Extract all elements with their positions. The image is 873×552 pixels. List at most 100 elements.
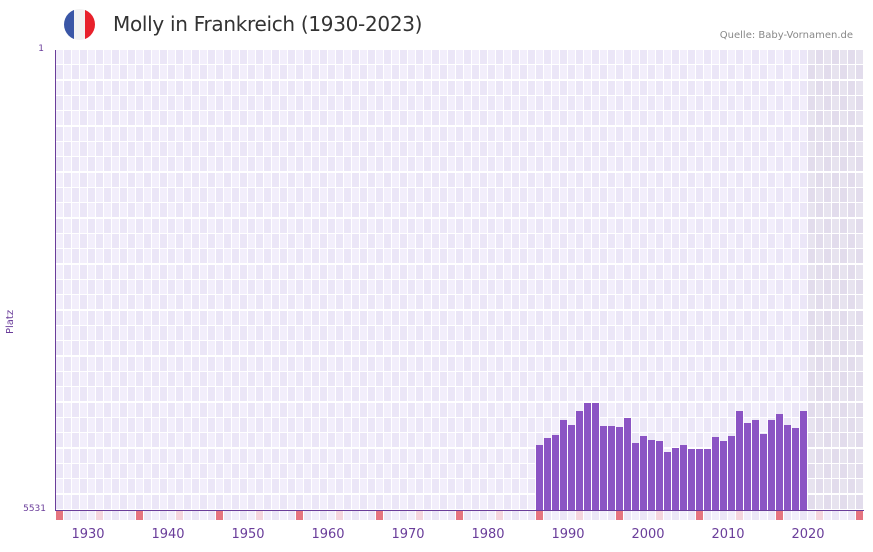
grid-cell (832, 157, 839, 172)
grid-cell (480, 448, 487, 463)
year-marker (584, 511, 591, 520)
bar-1990[interactable] (552, 434, 559, 510)
bar-2016[interactable] (760, 433, 767, 510)
grid-cell (672, 371, 679, 386)
bar-2017[interactable] (768, 419, 775, 510)
bar-2018[interactable] (776, 414, 783, 510)
grid-cell (288, 218, 295, 233)
year-marker (464, 511, 471, 520)
grid-cell (824, 65, 831, 80)
bar-2010[interactable] (712, 436, 719, 510)
grid-cell (392, 341, 399, 356)
bar-1998[interactable] (616, 426, 623, 510)
grid-cell (128, 218, 135, 233)
bar-2003[interactable] (656, 440, 663, 510)
year-marker (840, 511, 847, 520)
grid-cell (568, 249, 575, 264)
bar-2015[interactable] (752, 419, 759, 510)
grid-cell (592, 341, 599, 356)
grid-cell (656, 402, 663, 417)
grid-cell (512, 172, 519, 187)
bar-2002[interactable] (648, 439, 655, 510)
grid-cell (104, 479, 111, 494)
grid-cell (592, 65, 599, 80)
bar-2001[interactable] (640, 435, 647, 510)
grid-cell (576, 187, 583, 202)
bar-1995[interactable] (592, 403, 599, 510)
grid-cell (288, 371, 295, 386)
bar-2021[interactable] (800, 411, 807, 510)
grid-cell (712, 387, 719, 402)
grid-cell (152, 341, 159, 356)
grid-cell (528, 172, 535, 187)
grid-cell (792, 341, 799, 356)
grid-cell (96, 203, 103, 218)
bar-2012[interactable] (728, 435, 735, 510)
grid-cell (56, 172, 63, 187)
grid-cell (448, 95, 455, 110)
grid-cell (824, 356, 831, 371)
grid-cell (168, 264, 175, 279)
bar-2006[interactable] (680, 444, 687, 510)
grid-cell (392, 325, 399, 340)
grid-cell (512, 80, 519, 95)
grid-cell (392, 218, 399, 233)
bar-1989[interactable] (544, 437, 551, 510)
grid-cell (720, 157, 727, 172)
grid-cell (528, 341, 535, 356)
grid-cell (744, 203, 751, 218)
bar-2011[interactable] (720, 440, 727, 510)
bar-2019[interactable] (784, 424, 791, 510)
bar-2009[interactable] (704, 448, 711, 510)
bar-2008[interactable] (696, 448, 703, 510)
grid-cell (648, 402, 655, 417)
grid-cell (392, 371, 399, 386)
bar-2013[interactable] (736, 411, 743, 510)
grid-cell (680, 126, 687, 141)
grid-cell (232, 218, 239, 233)
bar-1991[interactable] (560, 419, 567, 510)
bar-2007[interactable] (688, 448, 695, 510)
grid-cell (680, 433, 687, 448)
grid-cell (168, 126, 175, 141)
bar-2020[interactable] (792, 427, 799, 510)
grid-cell (104, 80, 111, 95)
grid-cell (792, 172, 799, 187)
bar-1999[interactable] (624, 418, 631, 510)
bar-2005[interactable] (672, 447, 679, 510)
grid-cell (328, 141, 335, 156)
grid-cell (64, 203, 71, 218)
bar-2000[interactable] (632, 442, 639, 510)
grid-cell (120, 249, 127, 264)
grid-cell (488, 157, 495, 172)
bar-1993[interactable] (576, 411, 583, 510)
bar-1988[interactable] (536, 444, 543, 510)
grid-cell (776, 402, 783, 417)
bar-1997[interactable] (608, 425, 615, 510)
grid-cell (552, 264, 559, 279)
grid-cell (472, 80, 479, 95)
grid-cell (240, 157, 247, 172)
grid-cell (616, 218, 623, 233)
grid-cell (848, 111, 855, 126)
bar-2004[interactable] (664, 451, 671, 510)
grid-cell (88, 95, 95, 110)
grid-cell (80, 50, 87, 65)
grid-cell (272, 494, 279, 509)
bar-2014[interactable] (744, 422, 751, 510)
grid-cell (96, 402, 103, 417)
grid-cell (568, 65, 575, 80)
grid-cell (224, 494, 231, 509)
grid-cell (168, 203, 175, 218)
grid-cell (208, 80, 215, 95)
bar-1992[interactable] (568, 424, 575, 510)
grid-cell (192, 126, 199, 141)
grid-cell (168, 310, 175, 325)
bar-1996[interactable] (600, 425, 607, 510)
grid-cell (56, 218, 63, 233)
grid-cell (784, 356, 791, 371)
bar-1994[interactable] (584, 403, 591, 510)
grid-cell (168, 325, 175, 340)
grid-cell (856, 279, 863, 294)
grid-cell (624, 295, 631, 310)
